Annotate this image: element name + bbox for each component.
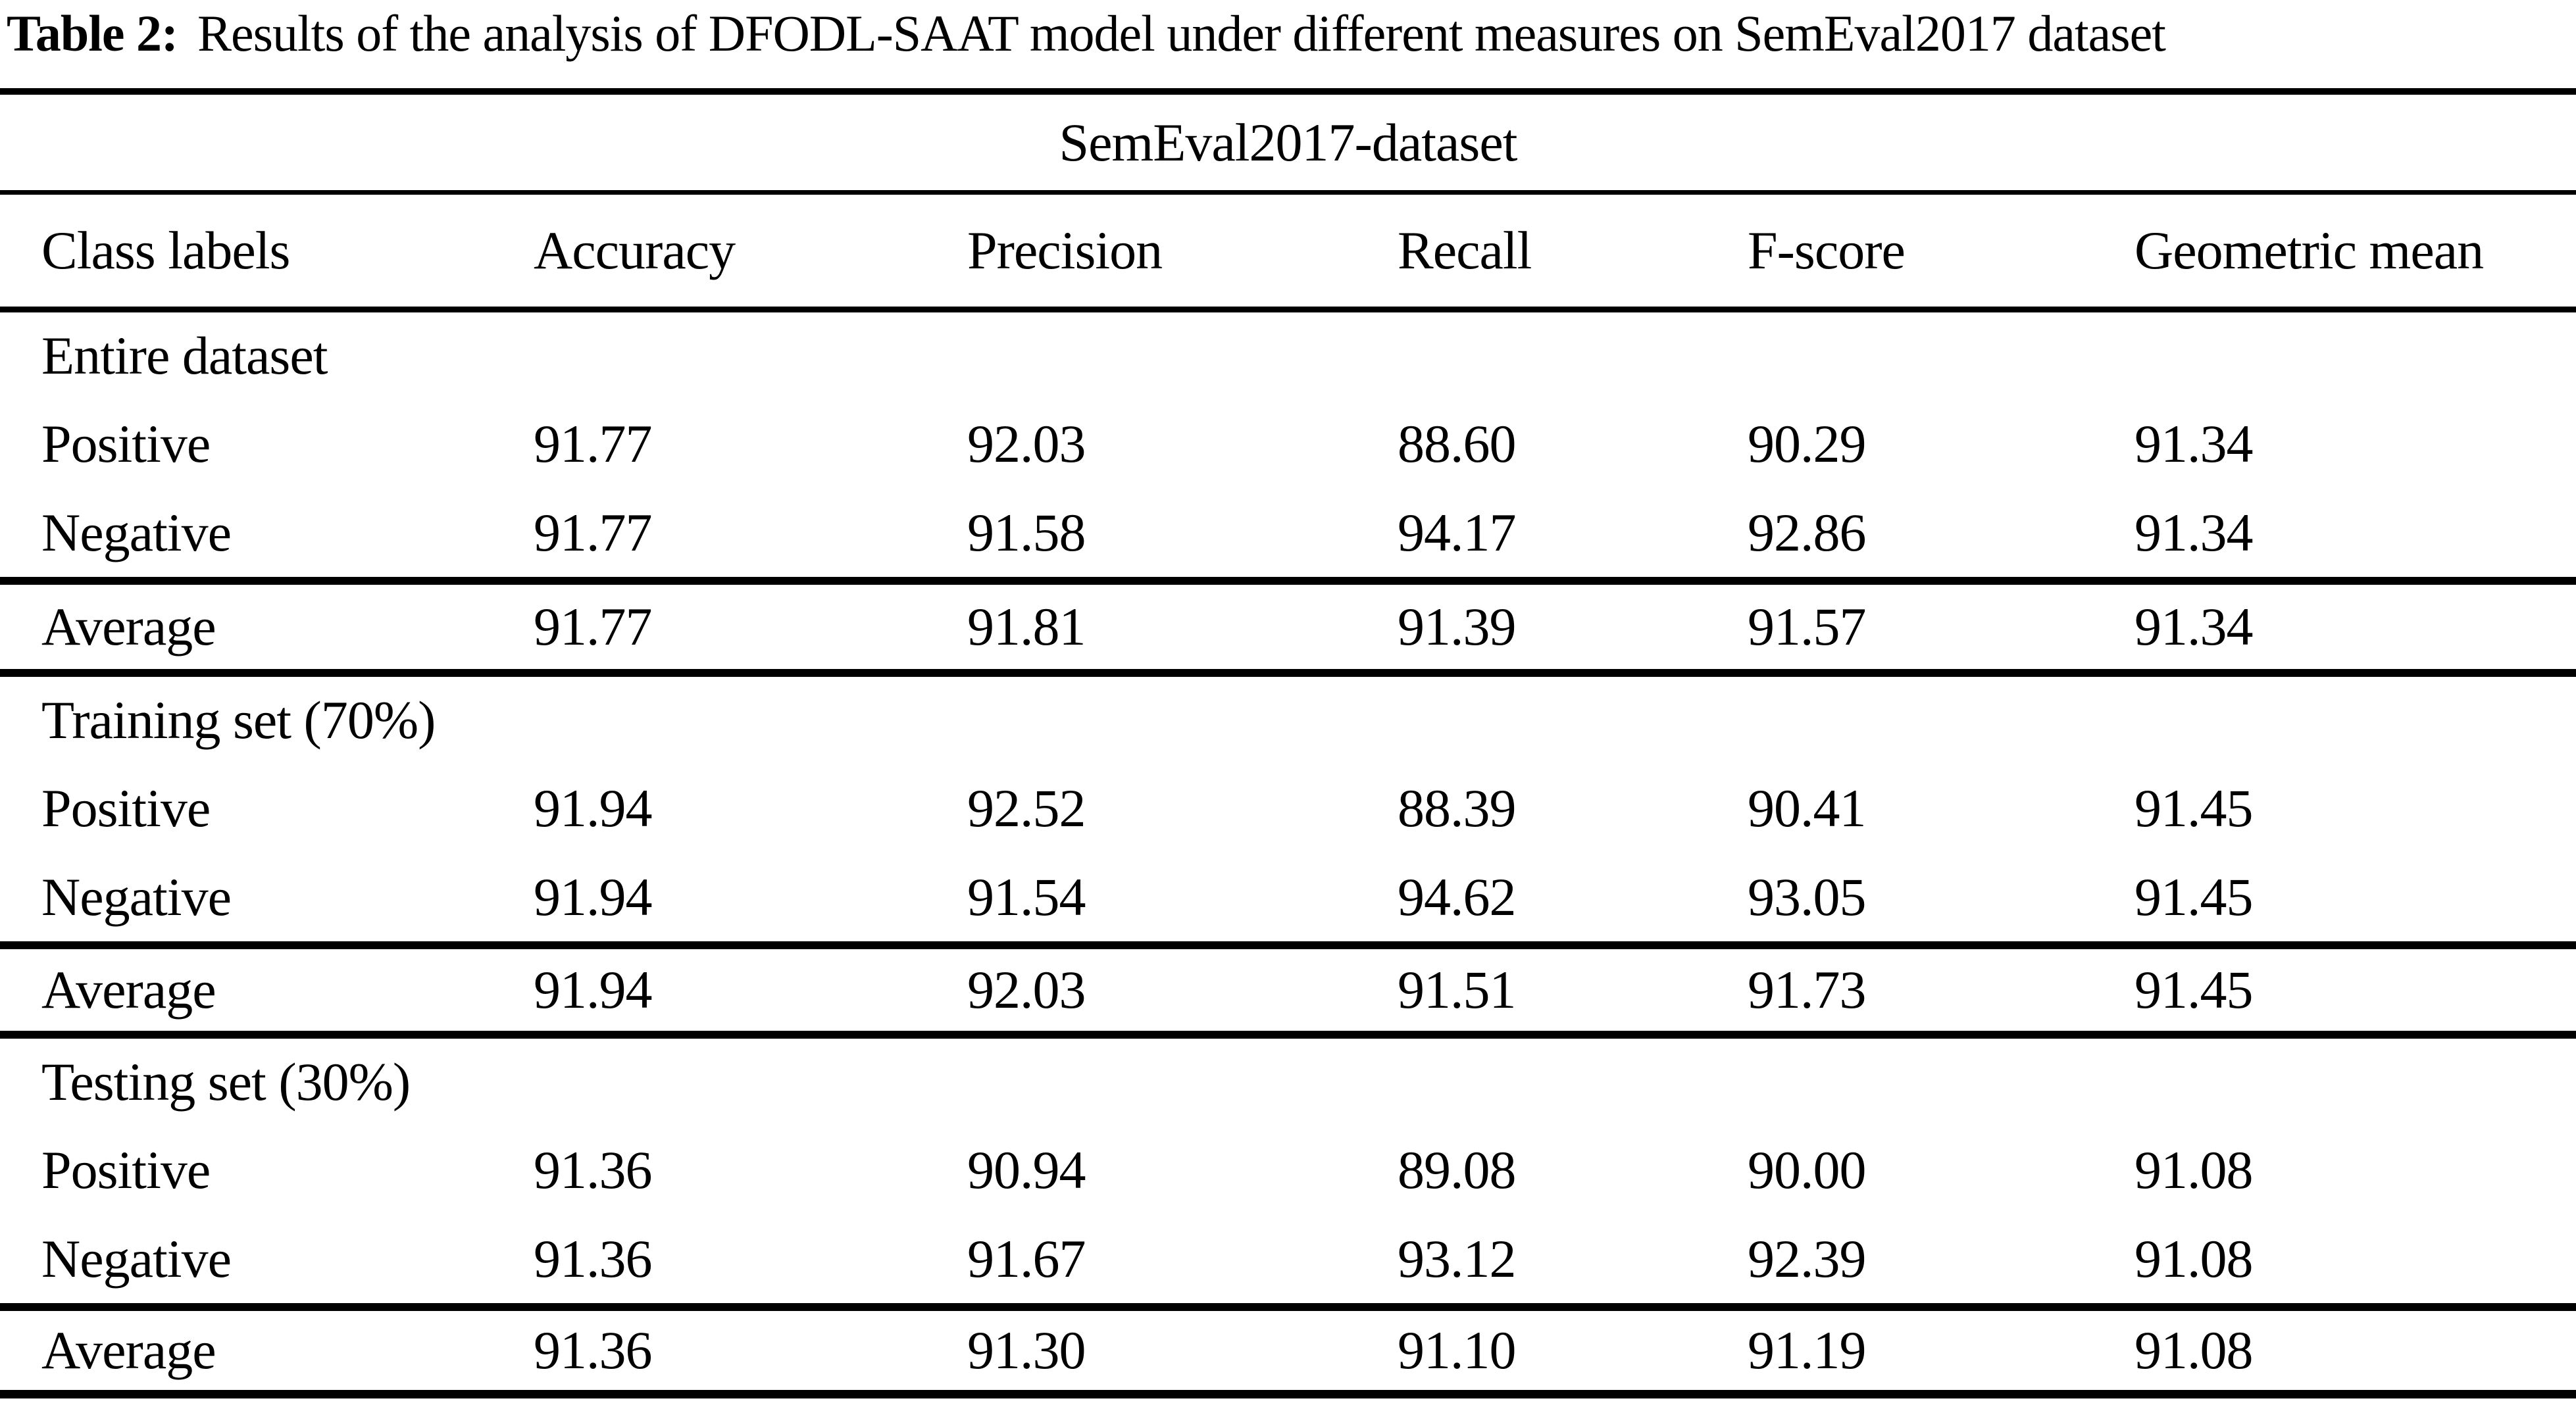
table-cell: 91.77 <box>534 502 653 562</box>
table-cell: 90.41 <box>1748 778 1867 838</box>
table-cell: 90.00 <box>1748 1139 1867 1200</box>
table-cell: 91.30 <box>967 1320 1086 1380</box>
table-row-average: Average 91.94 92.03 91.51 91.73 91.45 <box>0 949 2576 1031</box>
table-cell: 91.94 <box>534 866 653 927</box>
table-cell: 91.36 <box>534 1228 653 1289</box>
row-label: Positive <box>41 778 211 838</box>
table-cell: 94.17 <box>1398 502 1517 562</box>
table-cell: 91.45 <box>2134 778 2254 838</box>
section-heading-training-set: Training set (70%) <box>0 677 2576 764</box>
table-cell: 88.39 <box>1398 778 1517 838</box>
table-bottom-rule <box>0 1390 2576 1398</box>
column-header-accuracy: Accuracy <box>534 220 736 280</box>
column-header-geometric-mean: Geometric mean <box>2134 220 2484 280</box>
span-header: SemEval2017-dataset <box>1059 112 1517 172</box>
table-cell: 91.54 <box>967 866 1086 927</box>
row-label: Average <box>41 1320 216 1380</box>
table-cell: 88.60 <box>1398 413 1517 474</box>
row-label: Negative <box>41 502 232 562</box>
table-cell: 91.58 <box>967 502 1086 562</box>
row-label: Positive <box>41 1139 211 1200</box>
table-cell: 93.12 <box>1398 1228 1517 1289</box>
table-cell: 89.08 <box>1398 1139 1517 1200</box>
table-cell: 92.39 <box>1748 1228 1867 1289</box>
table-cell: 91.73 <box>1748 960 1867 1020</box>
table-cell: 91.39 <box>1398 597 1517 656</box>
column-header-recall: Recall <box>1398 220 1532 280</box>
table-row: Positive 91.36 90.94 89.08 90.00 91.08 <box>0 1125 2576 1214</box>
table-cell: 91.45 <box>2134 960 2254 1020</box>
table-cell: 91.94 <box>534 960 653 1020</box>
table-cell: 94.62 <box>1398 866 1517 927</box>
table-cell: 91.94 <box>534 778 653 838</box>
row-label: Average <box>41 960 216 1020</box>
table-cell: 90.29 <box>1748 413 1867 474</box>
table-cell: 91.10 <box>1398 1320 1517 1380</box>
table-row: Positive 91.77 92.03 88.60 90.29 91.34 <box>0 399 2576 488</box>
table-row-average: Average 91.36 91.30 91.10 91.19 91.08 <box>0 1311 2576 1390</box>
table-cell: 91.19 <box>1748 1320 1867 1380</box>
table-cell: 93.05 <box>1748 866 1867 927</box>
row-label: Negative <box>41 1228 232 1289</box>
column-header-f-score: F-score <box>1748 220 1906 280</box>
section-rule <box>0 1031 2576 1039</box>
header-rule <box>0 307 2576 312</box>
section-rule <box>0 1303 2576 1311</box>
table-cell: 91.34 <box>2134 597 2254 656</box>
table-cell: 91.34 <box>2134 502 2254 562</box>
table-cell: 91.08 <box>2134 1139 2254 1200</box>
column-header-class-labels: Class labels <box>41 220 290 280</box>
table-row: Negative 91.77 91.58 94.17 92.86 91.34 <box>0 488 2576 577</box>
row-label: Positive <box>41 413 211 474</box>
row-label: Negative <box>41 866 232 927</box>
row-label: Average <box>41 597 216 656</box>
table-caption-text: Results of the analysis of DFODL-SAAT mo… <box>197 5 2166 62</box>
table-cell: 91.77 <box>534 597 653 656</box>
section-heading-label: Testing set (30%) <box>41 1052 411 1112</box>
span-header-rule <box>0 190 2576 195</box>
table-cell: 91.08 <box>2134 1228 2254 1289</box>
table-cell: 92.52 <box>967 778 1086 838</box>
table-cell: 91.08 <box>2134 1320 2254 1380</box>
table-cell: 91.67 <box>967 1228 1086 1289</box>
table-cell: 92.86 <box>1748 502 1867 562</box>
table-top-rule <box>0 88 2576 95</box>
column-header-precision: Precision <box>967 220 1163 280</box>
table-row-average: Average 91.77 91.81 91.39 91.57 91.34 <box>0 585 2576 669</box>
table-cell: 91.81 <box>967 597 1086 656</box>
section-rule <box>0 669 2576 677</box>
table-caption-label: Table 2: <box>7 5 178 62</box>
section-heading-entire-dataset: Entire dataset <box>0 312 2576 399</box>
table-cell: 91.36 <box>534 1320 653 1380</box>
table-row: Positive 91.94 92.52 88.39 90.41 91.45 <box>0 764 2576 853</box>
table-cell: 91.34 <box>2134 413 2254 474</box>
table-cell: 91.45 <box>2134 866 2254 927</box>
table-cell: 91.77 <box>534 413 653 474</box>
column-header-row: Class labels Accuracy Precision Recall F… <box>0 195 2576 307</box>
table-cell: 91.51 <box>1398 960 1517 1020</box>
section-rule <box>0 577 2576 585</box>
table-cell: 91.36 <box>534 1139 653 1200</box>
span-header-row: SemEval2017-dataset <box>0 95 2576 190</box>
table-cell: 90.94 <box>967 1139 1086 1200</box>
section-rule <box>0 941 2576 949</box>
table-cell: 92.03 <box>967 960 1086 1020</box>
section-heading-label: Entire dataset <box>41 326 328 385</box>
table-cell: 91.57 <box>1748 597 1867 656</box>
table-row: Negative 91.94 91.54 94.62 93.05 91.45 <box>0 853 2576 941</box>
table-caption: Table 2: Results of the analysis of DFODL… <box>0 0 2576 88</box>
section-heading-testing-set: Testing set (30%) <box>0 1039 2576 1125</box>
table-row: Negative 91.36 91.67 93.12 92.39 91.08 <box>0 1214 2576 1303</box>
table-cell: 92.03 <box>967 413 1086 474</box>
section-heading-label: Training set (70%) <box>41 690 436 750</box>
